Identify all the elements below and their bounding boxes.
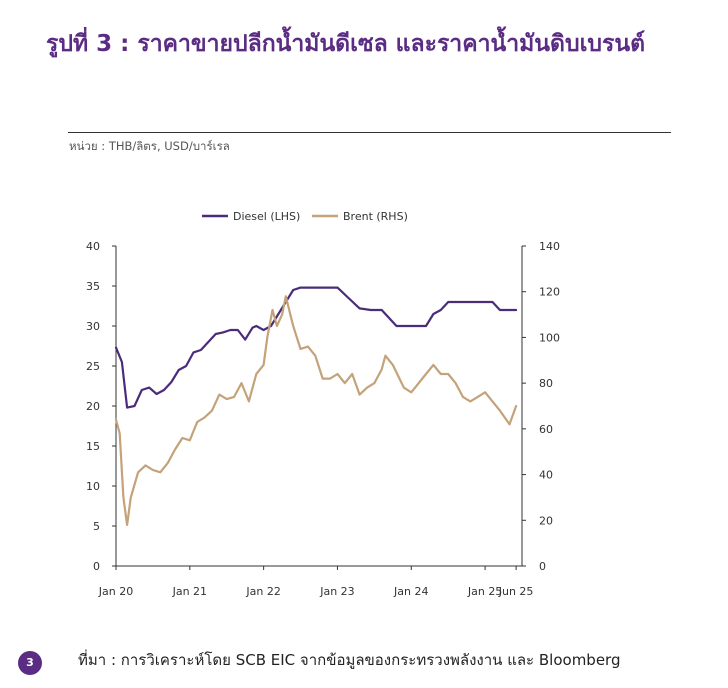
x-tick-label: Jun 25 <box>498 585 534 598</box>
y-right-tick-label: 120 <box>539 286 560 299</box>
diesel-series-line <box>114 286 518 409</box>
y-right-tick-label: 100 <box>539 331 560 344</box>
x-tick-label: Jan 20 <box>98 585 133 598</box>
y-right-tick-label: 140 <box>539 240 560 253</box>
x-tick-label: Jan 23 <box>319 585 354 598</box>
y-right-tick-label: 80 <box>539 377 553 390</box>
source-note: ที่มา : การวิเคราะห์โดย SCB EIC จากข้อมู… <box>78 651 621 669</box>
legend-diesel-label: Diesel (LHS) <box>233 210 300 223</box>
y-left-tick-label: 25 <box>86 360 100 373</box>
y-right-tick-label: 60 <box>539 423 553 436</box>
y-left-tick-label: 5 <box>93 520 100 533</box>
y-left-tick-label: 0 <box>93 560 100 573</box>
y-left-tick-label: 10 <box>86 480 100 493</box>
x-tick-label: Jan 24 <box>393 585 428 598</box>
y-left-tick-label: 35 <box>86 280 100 293</box>
chart-title: รูปที่ 3 : ราคาขายปลีกน้ำมันดีเซล และราค… <box>46 31 646 57</box>
x-tick-label: Jan 22 <box>245 585 280 598</box>
y-left-tick-label: 30 <box>86 320 100 333</box>
y-right-tick-label: 20 <box>539 514 553 527</box>
x-tick-label: Jan 25 <box>467 585 502 598</box>
legend-brent-label: Brent (RHS) <box>343 210 408 223</box>
brent-series-line <box>114 295 518 527</box>
title-divider <box>68 132 671 133</box>
page-number-badge: 3 <box>18 651 42 675</box>
y-right-tick-label: 40 <box>539 469 553 482</box>
y-left-tick-label: 20 <box>86 400 100 413</box>
unit-label: หน่วย : THB/ลิตร, USD/บาร์เรล <box>69 139 230 153</box>
y-right-tick-label: 0 <box>539 560 546 573</box>
y-left-tick-label: 15 <box>86 440 100 453</box>
y-left-tick-label: 40 <box>86 240 100 253</box>
x-tick-label: Jan 21 <box>172 585 207 598</box>
line-chart: 0 5 10 15 20 25 30 35 40 0 20 40 60 80 100 120 140 Jan 20… <box>86 210 560 598</box>
